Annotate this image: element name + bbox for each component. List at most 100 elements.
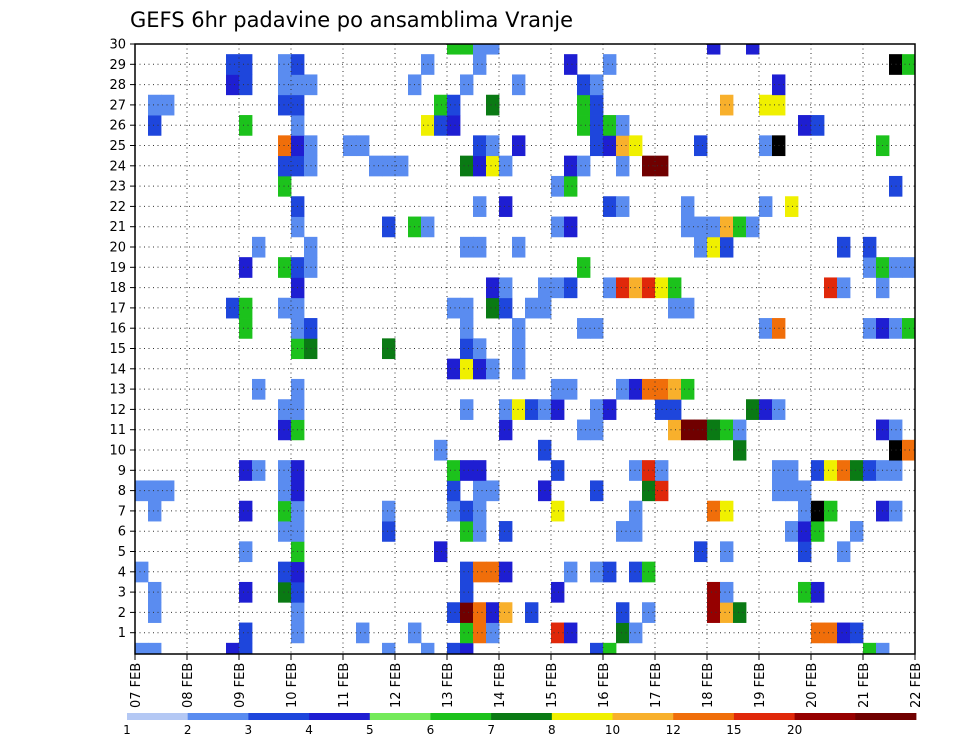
heatmap-cell bbox=[733, 602, 747, 623]
heatmap-cell bbox=[460, 358, 474, 380]
heatmap-cell bbox=[512, 338, 526, 360]
color-bar-label: 3 bbox=[245, 723, 253, 737]
heatmap-cell bbox=[616, 277, 630, 299]
heatmap-cell bbox=[551, 500, 565, 522]
heatmap-cell bbox=[720, 419, 734, 441]
heatmap-cell bbox=[850, 460, 864, 481]
heatmap-cell bbox=[239, 318, 253, 339]
heatmap-cell bbox=[382, 521, 396, 542]
heatmap-cell bbox=[629, 561, 643, 583]
heatmap-cell bbox=[460, 74, 474, 96]
heatmap-cell bbox=[811, 521, 825, 542]
heatmap-cell bbox=[369, 155, 383, 177]
heatmap-cell bbox=[447, 460, 461, 481]
heatmap-cell bbox=[486, 297, 500, 319]
y-tick-label: 19 bbox=[109, 261, 126, 276]
y-tick-label: 25 bbox=[109, 139, 126, 154]
heatmap-cell bbox=[239, 297, 253, 319]
heatmap-cell bbox=[811, 115, 825, 136]
heatmap-cell bbox=[811, 460, 825, 481]
color-bar-label: 5 bbox=[366, 723, 374, 737]
heatmap-cell bbox=[707, 236, 721, 258]
heatmap-cell bbox=[356, 135, 370, 157]
color-bar-label: 12 bbox=[666, 723, 681, 737]
heatmap-cell bbox=[863, 257, 877, 278]
heatmap-cell bbox=[434, 115, 448, 136]
heatmap-cell bbox=[629, 500, 643, 522]
heatmap-cell bbox=[811, 622, 825, 644]
heatmap-cell bbox=[278, 419, 292, 441]
heatmap-cell bbox=[837, 541, 851, 563]
heatmap-cell bbox=[278, 399, 292, 420]
heatmap-cell bbox=[499, 419, 513, 441]
heatmap-cell bbox=[837, 622, 851, 644]
heatmap-cell bbox=[161, 480, 175, 502]
heatmap-cell bbox=[278, 561, 292, 583]
x-tick-label: 11 FEB bbox=[337, 663, 352, 708]
heatmap-cell bbox=[473, 561, 487, 583]
heatmap-cell bbox=[616, 155, 630, 177]
x-tick-label: 07 FEB bbox=[129, 663, 144, 708]
color-bar-label: 1 bbox=[123, 723, 131, 737]
y-tick-label: 11 bbox=[109, 423, 126, 438]
heatmap-cell bbox=[720, 541, 734, 563]
heatmap-cell bbox=[863, 318, 877, 339]
heatmap-cell bbox=[473, 155, 487, 177]
heatmap-cell bbox=[278, 135, 292, 157]
heatmap-cell bbox=[694, 216, 708, 238]
heatmap-cell bbox=[382, 338, 396, 360]
heatmap-cell bbox=[148, 94, 162, 116]
heatmap-cell bbox=[551, 216, 565, 238]
heatmap-cell bbox=[382, 216, 396, 238]
color-bar-label: 2 bbox=[184, 723, 192, 737]
heatmap-cell bbox=[577, 155, 591, 177]
heatmap-cell bbox=[486, 44, 500, 55]
heatmap-cell bbox=[395, 155, 409, 177]
heatmap-cell bbox=[837, 460, 851, 481]
heatmap-cell bbox=[148, 602, 162, 623]
heatmap-cell bbox=[226, 297, 240, 319]
heatmap-cell bbox=[629, 622, 643, 644]
y-tick-label: 27 bbox=[109, 98, 126, 113]
color-bar-segment bbox=[430, 713, 492, 720]
heatmap-cell bbox=[707, 44, 721, 55]
heatmap-cell bbox=[460, 622, 474, 644]
heatmap-cell bbox=[629, 521, 643, 542]
heatmap-cell bbox=[252, 378, 266, 400]
heatmap-cell bbox=[616, 115, 630, 136]
heatmap-cell bbox=[382, 500, 396, 522]
chart-title: GEFS 6hr padavine po ansamblima Vranje bbox=[130, 8, 573, 32]
y-tick-label: 29 bbox=[109, 58, 126, 73]
color-bar-segment bbox=[187, 713, 249, 720]
heatmap-cell bbox=[590, 94, 604, 116]
heatmap-cell bbox=[798, 480, 812, 502]
heatmap-cell bbox=[239, 257, 253, 278]
heatmap-cell bbox=[460, 155, 474, 177]
y-axis: 1234567891011121314151617181920212223242… bbox=[109, 38, 135, 641]
heatmap-cell bbox=[278, 500, 292, 522]
heatmap-cell bbox=[824, 500, 838, 522]
color-bar: 1 2 3 4 5 6 7 8 10 12 15 20 bbox=[123, 713, 917, 737]
x-tick-label: 18 FEB bbox=[701, 663, 716, 708]
heatmap-cell bbox=[343, 135, 357, 157]
y-tick-label: 16 bbox=[109, 322, 126, 337]
heatmap-cell bbox=[733, 439, 747, 461]
heatmap-cell bbox=[148, 115, 162, 136]
x-tick-label: 08 FEB bbox=[181, 663, 196, 708]
heatmap-cell bbox=[668, 399, 682, 420]
x-tick-label: 15 FEB bbox=[545, 663, 560, 708]
color-bar-label: 6 bbox=[427, 723, 435, 737]
heatmap-cell bbox=[460, 236, 474, 258]
heatmap-cell bbox=[824, 622, 838, 644]
heatmap-cell bbox=[707, 500, 721, 522]
y-tick-label: 28 bbox=[109, 78, 126, 93]
y-tick-label: 4 bbox=[118, 565, 126, 580]
heatmap-cell bbox=[707, 602, 721, 623]
heatmap-cell bbox=[798, 581, 812, 603]
heatmap-cell bbox=[603, 277, 617, 299]
heatmap-cell bbox=[850, 521, 864, 542]
heatmap-cell bbox=[278, 175, 292, 197]
color-bar-label: 20 bbox=[787, 723, 802, 737]
heatmap-cell bbox=[577, 419, 591, 441]
